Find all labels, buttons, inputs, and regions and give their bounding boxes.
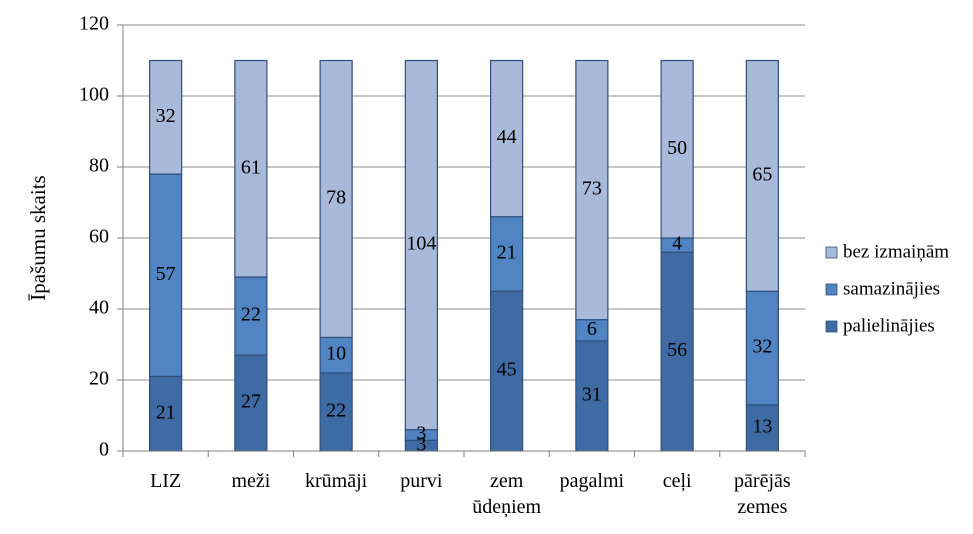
axes bbox=[122, 25, 806, 457]
bar-segment-palielinājies bbox=[745, 404, 779, 452]
data-label: 61 bbox=[241, 156, 261, 178]
data-label: 73 bbox=[582, 178, 602, 200]
x-tick-label: pārējās bbox=[734, 470, 791, 492]
y-tick-label: 0 bbox=[99, 439, 109, 461]
data-label: 31 bbox=[582, 384, 602, 406]
bar-segment-samazinājies bbox=[490, 216, 524, 292]
x-tick-label: ceļi bbox=[663, 470, 692, 492]
bar-segment-samazinājies bbox=[234, 276, 268, 356]
x-tick-label: pagalmi bbox=[560, 470, 625, 492]
bar-segment-samazinājies bbox=[149, 173, 183, 378]
bar-segment-palielinājies bbox=[490, 290, 524, 452]
x-tick-label: ūdeņiem bbox=[472, 496, 541, 518]
data-label: 32 bbox=[156, 105, 176, 127]
legend: bez izmaiņām samazinājies palielinājies bbox=[825, 241, 949, 336]
data-label: 4 bbox=[672, 233, 682, 255]
x-tick-label: krūmāji bbox=[305, 470, 368, 492]
bar-segment-bez-izmaiņām bbox=[490, 59, 524, 218]
bar-segment-samazinājies bbox=[319, 336, 353, 374]
data-label: 78 bbox=[326, 187, 346, 209]
x-tick-label: purvi bbox=[400, 470, 443, 492]
data-label: 57 bbox=[156, 263, 176, 285]
data-label: 22 bbox=[326, 400, 346, 422]
data-label: 13 bbox=[752, 416, 772, 438]
y-axis-label: Īpašumu skaits bbox=[26, 175, 50, 300]
data-label: 6 bbox=[587, 318, 597, 340]
y-tick-label: 40 bbox=[89, 297, 109, 319]
bars bbox=[149, 59, 779, 452]
bar-segment-samazinājies bbox=[745, 290, 779, 406]
data-label: 45 bbox=[497, 359, 517, 381]
y-tick-label: 100 bbox=[79, 84, 109, 106]
bar-segment-bez-izmaiņām bbox=[745, 59, 779, 292]
legend-swatch bbox=[825, 283, 838, 296]
data-label: 50 bbox=[667, 137, 687, 159]
data-label: 22 bbox=[241, 304, 261, 326]
bar-segment-bez-izmaiņām bbox=[149, 59, 183, 175]
y-tick-label: 20 bbox=[89, 368, 109, 390]
data-label: 21 bbox=[497, 242, 517, 264]
data-label: 44 bbox=[497, 126, 517, 148]
data-label: 10 bbox=[326, 343, 346, 365]
x-tick-label: zem bbox=[490, 470, 524, 492]
bar-segment-palielinājies bbox=[660, 251, 694, 452]
x-tick-label: meži bbox=[231, 470, 270, 492]
data-label: 104 bbox=[406, 233, 436, 255]
gridlines bbox=[123, 24, 805, 381]
x-tick-label: zemes bbox=[737, 496, 787, 518]
bar-segment-bez-izmaiņām bbox=[319, 59, 353, 338]
data-label: 3 bbox=[416, 433, 426, 455]
legend-label: bez izmaiņām bbox=[843, 241, 949, 262]
legend-swatch bbox=[825, 320, 838, 333]
data-label: 27 bbox=[241, 391, 261, 413]
y-tick-labels: 0 20 40 60 80 100 120 bbox=[79, 13, 123, 461]
y-tick-label: 120 bbox=[79, 13, 109, 35]
legend-label: palielinājies bbox=[843, 315, 935, 336]
bar-segment-bez-izmaiņām bbox=[234, 59, 268, 278]
data-labels: 21 57 32 27 22 61 22 10 78 33 104 45 21 44 31 6 73 56 4 50 1… bbox=[156, 105, 773, 455]
y-tick-label: 80 bbox=[89, 155, 109, 177]
data-label: 65 bbox=[752, 163, 772, 185]
bar-segment-palielinājies bbox=[319, 372, 353, 452]
data-label: 3 bbox=[416, 423, 426, 445]
bar-segment-palielinājies bbox=[575, 340, 609, 452]
data-label: 32 bbox=[752, 336, 772, 358]
data-label: 56 bbox=[667, 339, 687, 361]
data-label: 21 bbox=[156, 401, 176, 423]
bar-segment-bez-izmaiņām bbox=[660, 59, 694, 239]
bar-segment-bez-izmaiņām bbox=[404, 59, 438, 431]
legend-swatch bbox=[825, 246, 838, 259]
bar-segment-bez-izmaiņām bbox=[575, 59, 609, 321]
y-tick-label: 60 bbox=[89, 226, 109, 248]
x-tick-labels: LIZ meži krūmāji purvi zem ūdeņiem pagalmi ceļi… bbox=[150, 470, 791, 518]
x-tick-label: LIZ bbox=[150, 470, 181, 492]
legend-label: samazinājies bbox=[843, 278, 940, 299]
